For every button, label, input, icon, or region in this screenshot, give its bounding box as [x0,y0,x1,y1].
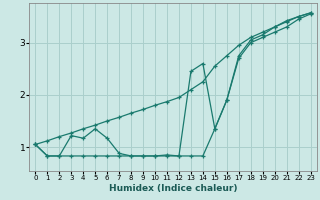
X-axis label: Humidex (Indice chaleur): Humidex (Indice chaleur) [109,184,237,193]
